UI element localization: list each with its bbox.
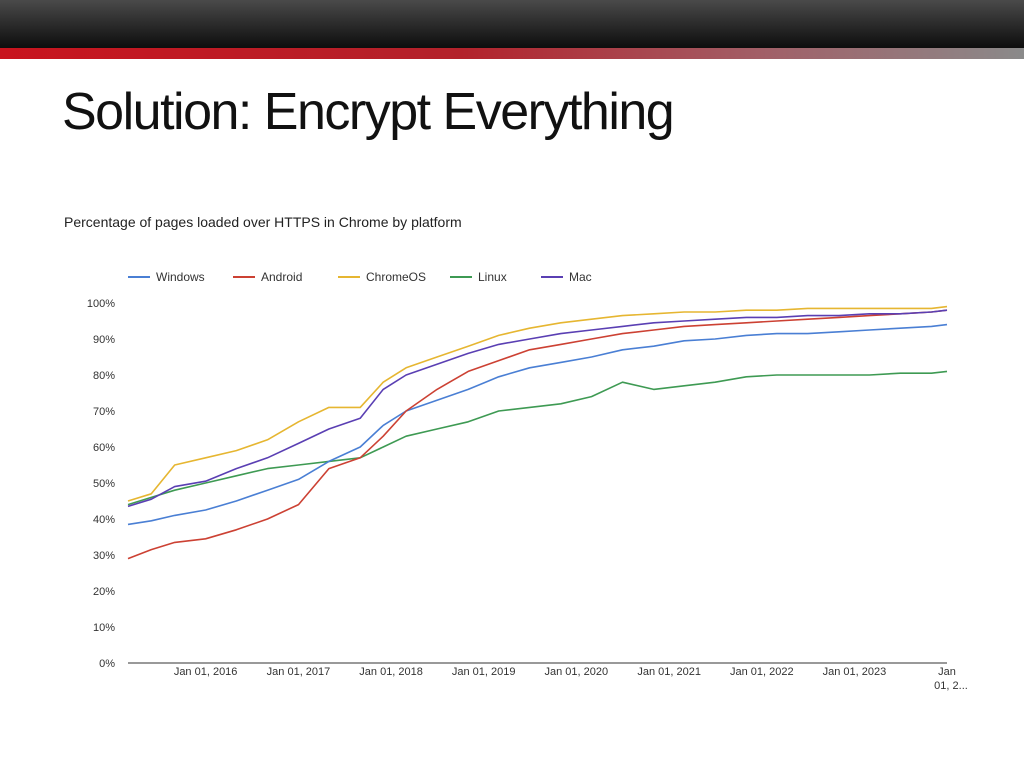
y-tick-label: 80% bbox=[93, 370, 115, 382]
y-tick-label: 0% bbox=[99, 658, 115, 670]
x-tick-label: Jan 01, 2018 bbox=[359, 666, 423, 678]
series-line-android bbox=[127, 309, 948, 560]
y-tick-label: 60% bbox=[93, 442, 115, 454]
x-tick-label: Jan 01, 2019 bbox=[452, 666, 516, 678]
series-line-chromeos bbox=[127, 305, 948, 502]
series-line-mac bbox=[127, 309, 948, 508]
series-line-linux bbox=[127, 370, 948, 506]
y-tick-label: 30% bbox=[93, 550, 115, 562]
x-axis: Jan 01, 2016 Jan 01, 2017 Jan 01, 2018 Jan … bbox=[128, 662, 968, 692]
x-tick-label: Jan 01, 2021 bbox=[637, 666, 701, 678]
x-tick-label: Jan bbox=[938, 666, 956, 678]
y-tick-label: 40% bbox=[93, 514, 115, 526]
slide-title: Solution: Encrypt Everything bbox=[62, 83, 675, 141]
series-line-windows bbox=[127, 323, 948, 526]
y-tick-label: 20% bbox=[93, 586, 115, 598]
legend-label-chromeos: ChromeOS bbox=[366, 270, 426, 284]
x-tick-label: Jan 01, 2020 bbox=[545, 666, 609, 678]
y-tick-label: 10% bbox=[93, 622, 115, 634]
x-tick-label: Jan 01, 2017 bbox=[267, 666, 331, 678]
legend-label-mac: Mac bbox=[569, 270, 592, 284]
series-lines bbox=[127, 305, 948, 560]
y-tick-label: 50% bbox=[93, 478, 115, 490]
y-tick-label: 70% bbox=[93, 406, 115, 418]
y-axis: 0% 10% 20% 30% 40% 50% 60% 70% 80% 90% 100% bbox=[87, 298, 115, 670]
legend: Windows Android ChromeOS Linux Mac bbox=[128, 270, 592, 284]
accent-bar bbox=[0, 48, 1024, 59]
y-tick-label: 100% bbox=[87, 298, 115, 310]
x-tick-label: Jan 01, 2016 bbox=[174, 666, 238, 678]
legend-label-android: Android bbox=[261, 270, 302, 284]
chart-title: Percentage of pages loaded over HTTPS in… bbox=[64, 214, 462, 230]
x-tick-label: Jan 01, 2022 bbox=[730, 666, 794, 678]
y-tick-label: 90% bbox=[93, 334, 115, 346]
x-tick-label-cont: 01, 2... bbox=[934, 680, 968, 692]
top-bar bbox=[0, 0, 1024, 48]
legend-label-windows: Windows bbox=[156, 270, 205, 284]
x-tick-label: Jan 01, 2023 bbox=[823, 666, 887, 678]
legend-label-linux: Linux bbox=[478, 270, 507, 284]
